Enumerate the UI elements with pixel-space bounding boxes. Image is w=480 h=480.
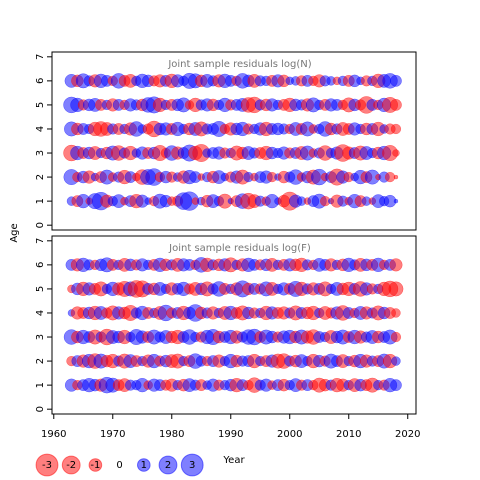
legend-bubble: [88, 458, 103, 472]
y-tick-label: 2: [35, 358, 46, 364]
plot-frame: [51, 51, 417, 231]
bubble: [384, 171, 396, 183]
y-tick-label: 0: [35, 222, 46, 228]
panel-title: Joint sample residuals log(N): [167, 59, 311, 70]
bubble: [390, 74, 402, 87]
y-axis-label: Age: [9, 223, 20, 242]
bubble: [391, 308, 401, 318]
legend-bubble: [180, 453, 204, 477]
bubble: [389, 258, 403, 272]
legend-label: 1: [141, 460, 147, 471]
bubble: [392, 149, 400, 157]
y-tick-label: 5: [35, 102, 46, 108]
bubble: [390, 99, 402, 111]
legend-label: 0: [116, 460, 122, 471]
y-tick-label: 7: [35, 238, 46, 244]
y-tick-label: 1: [35, 198, 46, 204]
bubble: [390, 379, 402, 392]
x-tick-label: 1970: [100, 429, 125, 440]
bubble: [390, 331, 402, 343]
bubble: [393, 174, 399, 180]
y-tick-label: 2: [35, 174, 46, 180]
y-tick-label: 4: [35, 310, 46, 316]
legend-label: 3: [189, 460, 195, 471]
y-tick-label: 3: [35, 334, 46, 340]
legend-bubble: [137, 458, 151, 472]
x-tick-label: 1990: [218, 429, 243, 440]
x-axis-label: Year: [222, 455, 245, 466]
x-tick-label: 2000: [277, 429, 302, 440]
x-tick-label: 1980: [159, 429, 184, 440]
plot-frame: [51, 235, 417, 415]
legend-bubble: [35, 453, 59, 477]
legend-label: -1: [90, 460, 100, 471]
legend-label: -2: [66, 460, 76, 471]
y-tick-label: 3: [35, 150, 46, 156]
x-tick-label: 2010: [336, 429, 361, 440]
y-tick-label: 6: [35, 262, 46, 268]
legend-label: -3: [42, 460, 52, 471]
x-tick-label: 2020: [395, 429, 420, 440]
legend-bubble: [158, 455, 178, 475]
x-tick-label: 1960: [41, 429, 66, 440]
legend-bubble: [61, 455, 81, 475]
bubble: [388, 281, 404, 297]
bubble: [390, 123, 402, 135]
y-tick-label: 0: [35, 406, 46, 412]
y-tick-label: 5: [35, 286, 46, 292]
bubble: [391, 356, 401, 366]
panel-title: Joint sample residuals log(F): [168, 243, 311, 254]
legend-label: 2: [165, 460, 171, 471]
y-tick-label: 1: [35, 382, 46, 388]
y-tick-label: 4: [35, 126, 46, 132]
y-tick-label: 6: [35, 78, 46, 84]
bubble: [393, 198, 399, 204]
y-tick-label: 7: [35, 54, 46, 60]
